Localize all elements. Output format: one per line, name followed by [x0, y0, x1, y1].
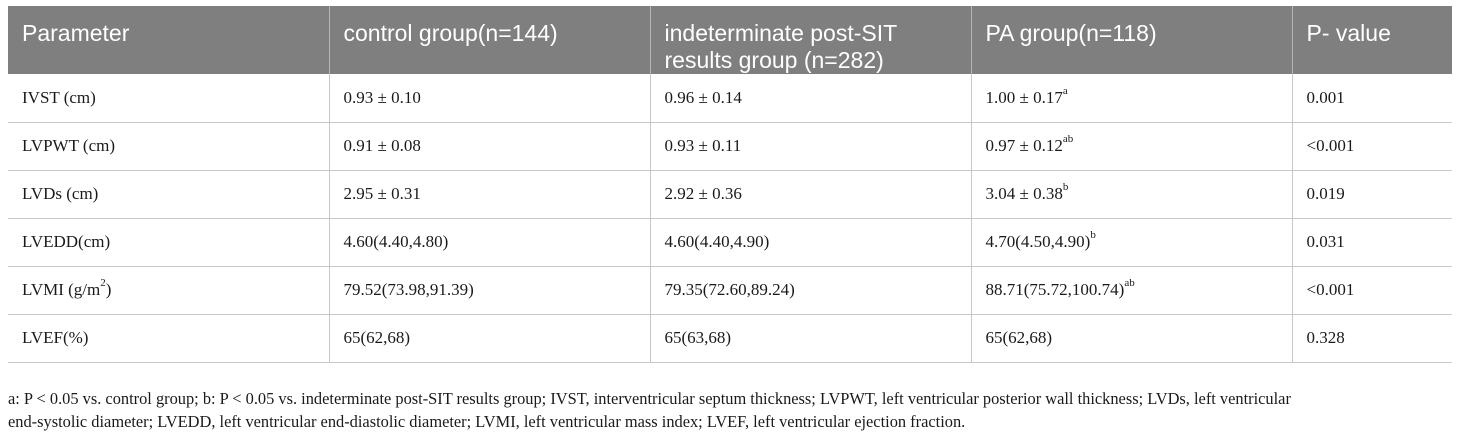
cell-control: 4.60(4.40,4.80)	[328, 218, 650, 267]
parameter-text: IVST (cm)	[22, 87, 96, 107]
pa-value: 1.00 ± 0.17	[985, 87, 1063, 107]
pa-value: 65(62,68)	[985, 328, 1053, 347]
cell-indeterminate: 65(63,68)	[649, 314, 971, 363]
parameter-text: LVDs (cm)	[22, 184, 99, 203]
table-row: LVPWT (cm) 0.91 ± 0.08 0.93 ± 0.11 0.97 …	[8, 122, 1452, 171]
cell-control: 65(62,68)	[328, 314, 650, 363]
cell-control: 2.95 ± 0.31	[328, 170, 650, 219]
cell-parameter: LVEDD(cm)	[8, 218, 329, 267]
pa-superscript: b	[1090, 229, 1096, 242]
table-header: Parameter control group(n=144) indetermi…	[8, 6, 1452, 74]
pa-superscript: a	[1062, 85, 1068, 98]
cell-pa: 88.71(75.72,100.74)ab	[970, 266, 1292, 315]
header-indeterminate-group: indeterminate post-SIT results group (n=…	[649, 6, 971, 74]
cell-pa: 0.97 ± 0.12ab	[970, 122, 1292, 171]
cell-parameter: IVST (cm)	[8, 74, 329, 123]
parameter-text: LVPWT (cm)	[22, 136, 116, 155]
header-pa-group: PA group(n=118)	[970, 6, 1292, 74]
cell-control: 0.93 ± 0.10	[328, 74, 650, 123]
cell-pa: 1.00 ± 0.17a	[970, 74, 1292, 123]
cell-indeterminate: 79.35(72.60,89.24)	[649, 266, 971, 315]
cell-pa: 3.04 ± 0.38b	[970, 170, 1292, 219]
cell-control: 0.91 ± 0.08	[328, 122, 650, 171]
cell-pa: 4.70(4.50,4.90)b	[970, 218, 1292, 267]
table-row: LVEDD(cm) 4.60(4.40,4.80) 4.60(4.40,4.90…	[8, 218, 1452, 267]
table-row: LVDs (cm) 2.95 ± 0.31 2.92 ± 0.36 3.04 ±…	[8, 170, 1452, 219]
cell-control: 79.52(73.98,91.39)	[328, 266, 650, 315]
data-table: Parameter control group(n=144) indetermi…	[8, 6, 1452, 363]
parameter-suffix: )	[105, 280, 112, 299]
cell-p-value: 0.328	[1291, 314, 1452, 363]
parameter-text: LVEF(%)	[22, 328, 89, 347]
pa-superscript: ab	[1124, 277, 1135, 290]
header-p-value: P- value	[1291, 6, 1452, 74]
cell-pa: 65(62,68)	[970, 314, 1292, 363]
cell-p-value: <0.001	[1291, 122, 1452, 171]
pa-value: 3.04 ± 0.38	[985, 184, 1063, 203]
cell-p-value: <0.001	[1291, 266, 1452, 315]
table-footnote: a: P < 0.05 vs. control group; b: P < 0.…	[8, 387, 1454, 433]
pa-superscript: ab	[1062, 133, 1074, 146]
cell-indeterminate: 0.93 ± 0.11	[649, 122, 971, 171]
table-row: LVEF(%) 65(62,68) 65(63,68) 65(62,68) 0.…	[8, 314, 1452, 363]
cell-indeterminate: 4.60(4.40,4.90)	[649, 218, 971, 267]
table-row: IVST (cm) 0.93 ± 0.10 0.96 ± 0.14 1.00 ±…	[8, 74, 1452, 123]
cell-parameter: LVEF(%)	[8, 314, 329, 363]
parameter-text: LVMI (g/m	[22, 280, 101, 299]
header-control-group: control group(n=144)	[328, 6, 650, 74]
header-parameter: Parameter	[8, 6, 329, 74]
cell-p-value: 0.019	[1291, 170, 1452, 219]
pa-value: 88.71(75.72,100.74)	[985, 280, 1125, 299]
cell-parameter: LVPWT (cm)	[8, 122, 329, 171]
pa-superscript: b	[1062, 181, 1069, 194]
cell-parameter: LVMI (g/m2)	[8, 266, 329, 315]
cell-p-value: 0.001	[1291, 74, 1452, 123]
parameter-text: LVEDD(cm)	[22, 232, 111, 251]
cell-indeterminate: 0.96 ± 0.14	[649, 74, 971, 123]
table-body: IVST (cm) 0.93 ± 0.10 0.96 ± 0.14 1.00 ±…	[8, 74, 1452, 363]
header-row: Parameter control group(n=144) indetermi…	[8, 6, 1452, 74]
footnote-line: a: P < 0.05 vs. control group; b: P < 0.…	[8, 389, 1291, 408]
pa-value: 4.70(4.50,4.90)	[985, 232, 1091, 251]
footnote-line: end-systolic diameter; LVEDD, left ventr…	[8, 412, 966, 431]
cell-indeterminate: 2.92 ± 0.36	[649, 170, 971, 219]
cell-p-value: 0.031	[1291, 218, 1452, 267]
table-row: LVMI (g/m2) 79.52(73.98,91.39) 79.35(72.…	[8, 266, 1452, 315]
parameter-superscript: 2	[100, 277, 106, 290]
cell-parameter: LVDs (cm)	[8, 170, 329, 219]
pa-value: 0.97 ± 0.12	[985, 136, 1063, 155]
